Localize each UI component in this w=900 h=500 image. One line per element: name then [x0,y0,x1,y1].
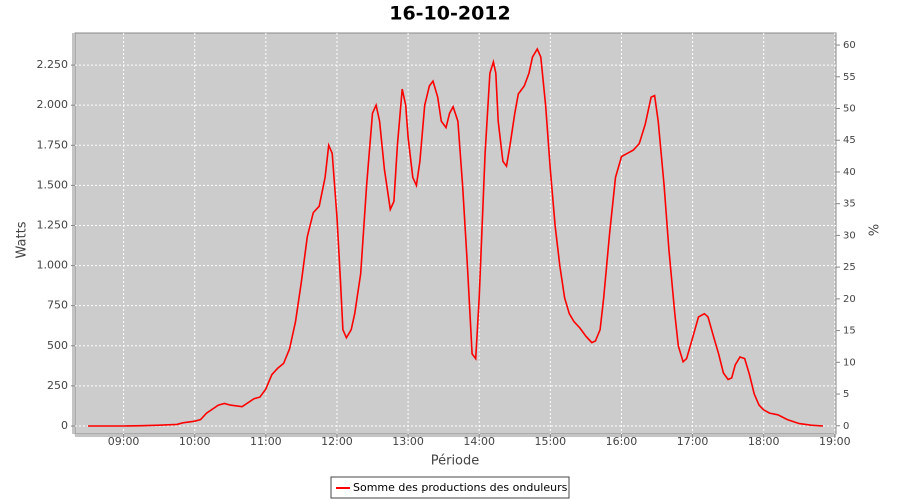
y2-tick-label: 30 [843,230,856,241]
y2-tick-label: 50 [843,104,856,115]
y2-tick-label: 0 [843,421,849,432]
x-tick-label: 14:00 [463,435,495,448]
y-tick-label: 1.000 [37,259,69,272]
x-tick-label: 19:00 [819,435,851,448]
y-tick-label: 2.250 [37,58,69,71]
y-tick-label: 0 [61,419,68,432]
y2-tick-label: 40 [843,167,856,178]
x-tick-label: 12:00 [321,435,353,448]
x-tick-label: 17:00 [677,435,709,448]
x-tick-label: 10:00 [179,435,211,448]
y2-tick-label: 15 [843,326,856,337]
x-tick-label: 16:00 [606,435,638,448]
x-axis-label: Période [431,454,480,469]
y2-tick-label: 20 [843,294,856,305]
x-tick-label: 13:00 [392,435,424,448]
y2-tick-label: 25 [843,262,856,273]
series-line [88,47,824,427]
y-tick-label: 500 [47,339,68,352]
y2-tick-label: 5 [843,389,849,400]
y2-axis-label: % [865,224,880,236]
x-tick-label: 18:00 [748,435,780,448]
legend-label: Somme des productions des onduleurs [353,481,568,494]
x-tick-label: 15:00 [534,435,566,448]
x-tick-label: 09:00 [108,435,140,448]
y-tick-label: 250 [47,379,68,392]
y-tick-label: 1.250 [37,218,69,231]
y-tick-label: 1.500 [37,178,69,191]
y-axis-label: Watts [15,221,30,258]
y2-tick-label: 35 [843,199,856,210]
y2-tick-label: 55 [843,72,856,83]
y-tick-label: 2.000 [37,98,69,111]
y2-tick-label: 10 [843,357,856,368]
plot-area [74,32,837,435]
y-tick-label: 750 [47,299,68,312]
y2-tick-label: 60 [843,40,856,51]
chart-title: 16-10-2012 [389,3,511,25]
y2-tick-label: 45 [843,135,856,146]
legend-box [330,476,570,499]
x-tick-label: 11:00 [250,435,282,448]
y-tick-label: 1.750 [37,138,69,151]
